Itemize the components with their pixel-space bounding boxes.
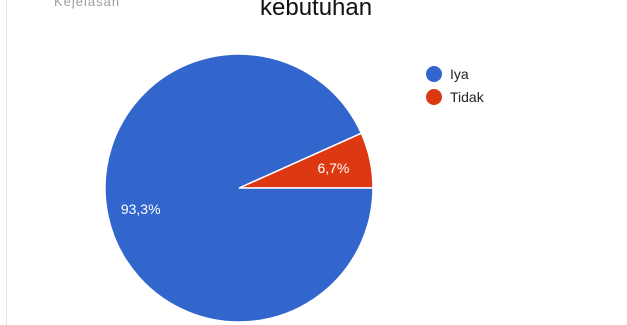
pie-slices — [104, 53, 374, 323]
legend-item-iya[interactable]: Iya — [426, 62, 484, 85]
cut-off-question-label: Kejelasan — [54, 0, 121, 9]
pie-data-label-tidak: 6,7% — [317, 160, 349, 176]
left-divider — [6, 0, 7, 325]
chart-title: kebutuhan — [260, 0, 373, 21]
pie-data-label-iya: 93,3% — [121, 201, 161, 217]
legend-swatch-iya — [426, 65, 442, 82]
legend-swatch-tidak — [426, 88, 442, 105]
legend-label-tidak: Tidak — [450, 88, 484, 105]
pie-labels: 6,7% 93,3% — [121, 160, 350, 217]
legend-label-iya: Iya — [450, 65, 469, 82]
pie-slice-iya[interactable] — [104, 53, 374, 323]
chart-legend: Iya Tidak — [426, 62, 484, 108]
legend-item-tidak[interactable]: Tidak — [426, 85, 484, 108]
